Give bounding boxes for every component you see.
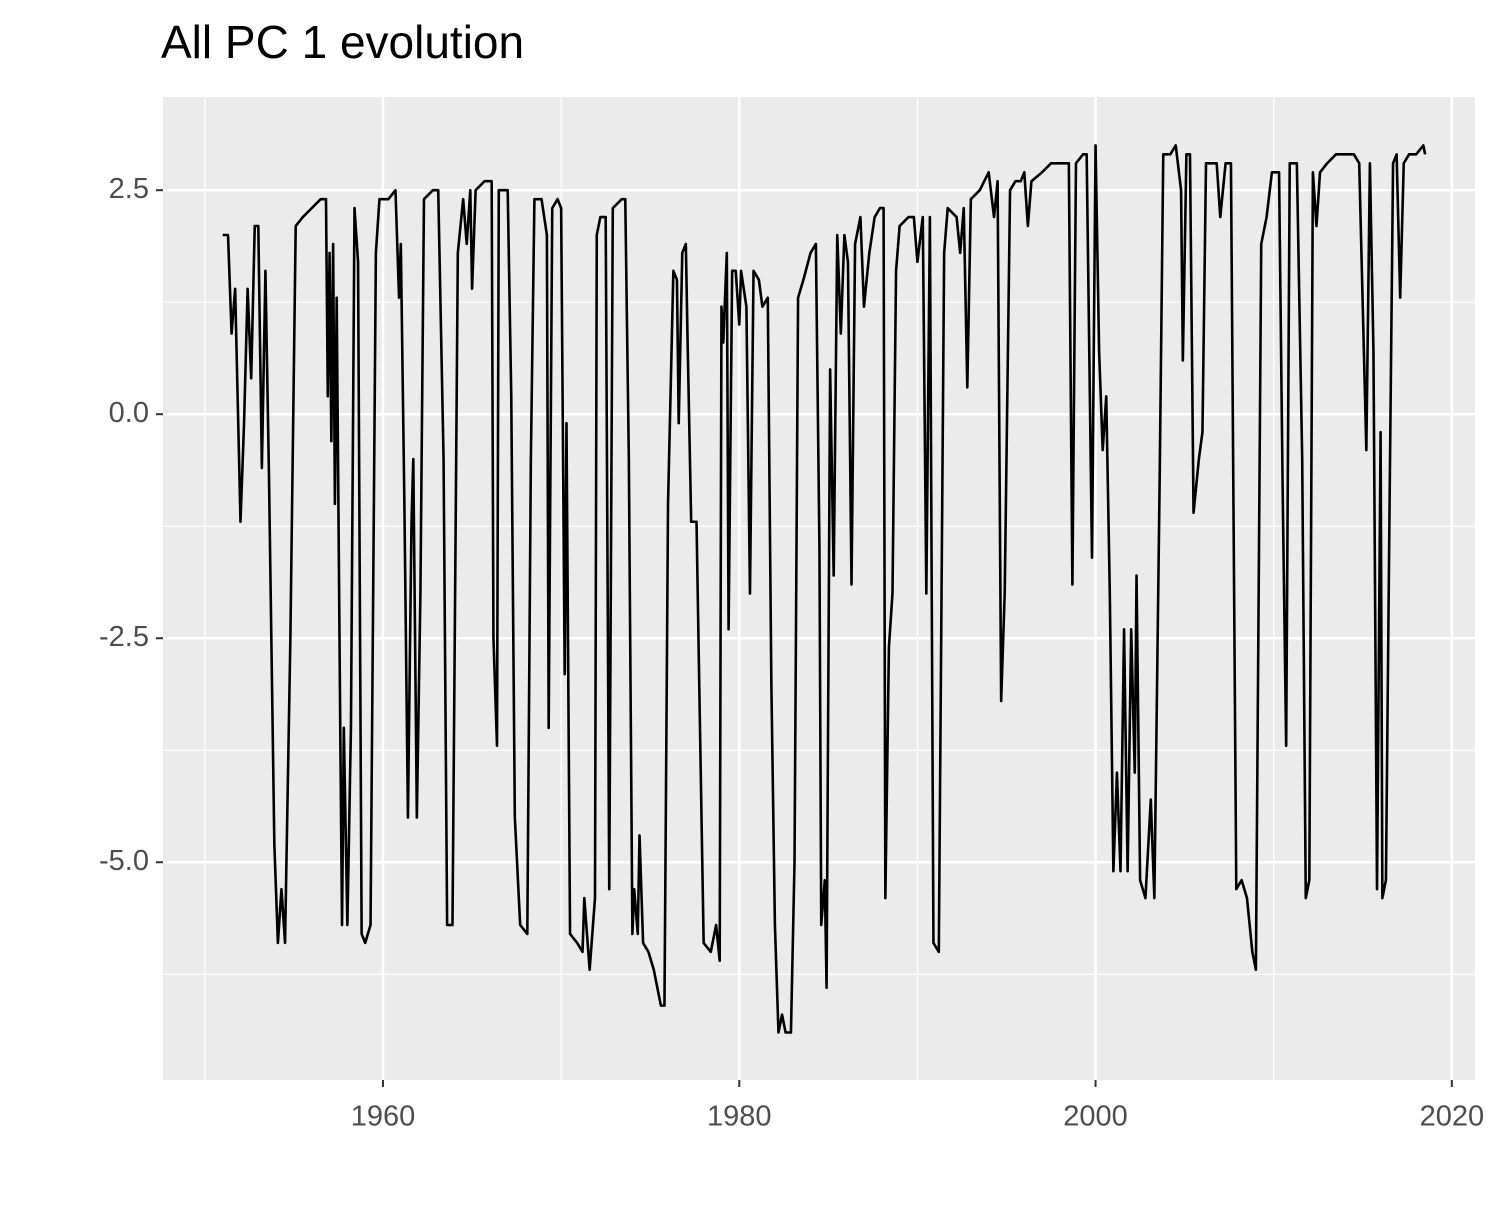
x-tick-label: 2020: [1420, 1101, 1485, 1133]
y-tick-label: -2.5: [99, 621, 149, 653]
y-tick-label: -5.0: [99, 845, 149, 877]
y-tick-label: 0.0: [109, 397, 149, 429]
chart-title: All PC 1 evolution: [161, 16, 524, 68]
x-tick-label: 2000: [1063, 1101, 1128, 1133]
y-tick-label: 2.5: [109, 173, 149, 205]
data-line: [222, 144, 1427, 1034]
x-tick-label: 1980: [707, 1101, 772, 1133]
x-tick-label: 1960: [351, 1101, 416, 1133]
